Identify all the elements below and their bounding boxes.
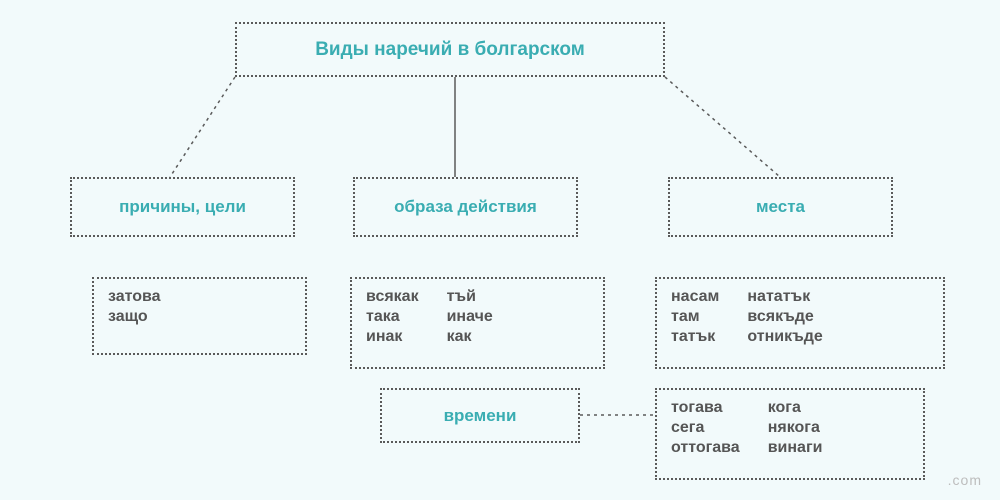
example-word: насам [671, 287, 719, 307]
example-word: всякъде [747, 307, 822, 327]
example-word: сега [671, 418, 740, 438]
examples-place: насамтамтатък нататъквсякъдеотникъде [655, 277, 945, 369]
category-label: образа действия [394, 197, 537, 217]
category-label: причины, цели [119, 197, 246, 217]
example-column: насамтамтатък [671, 287, 719, 347]
category-label: места [756, 197, 805, 217]
example-word: татък [671, 327, 719, 347]
example-column: затовазащо [108, 287, 161, 327]
example-word: всякак [366, 287, 419, 307]
example-column: тогавасегаоттогава [671, 398, 740, 458]
category-manner: образа действия [353, 177, 578, 237]
example-word: иначе [447, 307, 493, 327]
category-time: времени [380, 388, 580, 443]
example-word: нататък [747, 287, 822, 307]
root-label: Виды наречий в болгарском [315, 39, 585, 61]
example-word: инак [366, 327, 419, 347]
example-word: тъй [447, 287, 493, 307]
examples-time: тогавасегаоттогава коганякогавинаги [655, 388, 925, 480]
example-column: коганякогавинаги [768, 398, 823, 458]
root-node: Виды наречий в болгарском [235, 22, 665, 77]
example-word: кога [768, 398, 823, 418]
category-label: времени [444, 406, 517, 426]
watermark-text: .com [948, 472, 982, 488]
example-column: тъйиначекак [447, 287, 493, 347]
connector [170, 77, 235, 177]
example-word: винаги [768, 438, 823, 458]
example-word: отникъде [747, 327, 822, 347]
category-place: места [668, 177, 893, 237]
example-word: как [447, 327, 493, 347]
example-column: всякактакаинак [366, 287, 419, 347]
example-word: там [671, 307, 719, 327]
example-column: нататъквсякъдеотникъде [747, 287, 822, 347]
diagram-canvas: Виды наречий в болгарском причины, цели о… [0, 0, 1000, 500]
example-word: затова [108, 287, 161, 307]
examples-manner: всякактакаинак тъйиначекак [350, 277, 605, 369]
example-word: някога [768, 418, 823, 438]
example-word: така [366, 307, 419, 327]
examples-reason: затовазащо [92, 277, 307, 355]
example-word: тогава [671, 398, 740, 418]
category-reason: причины, цели [70, 177, 295, 237]
example-word: оттогава [671, 438, 740, 458]
example-word: защо [108, 307, 161, 327]
connector [665, 77, 780, 177]
